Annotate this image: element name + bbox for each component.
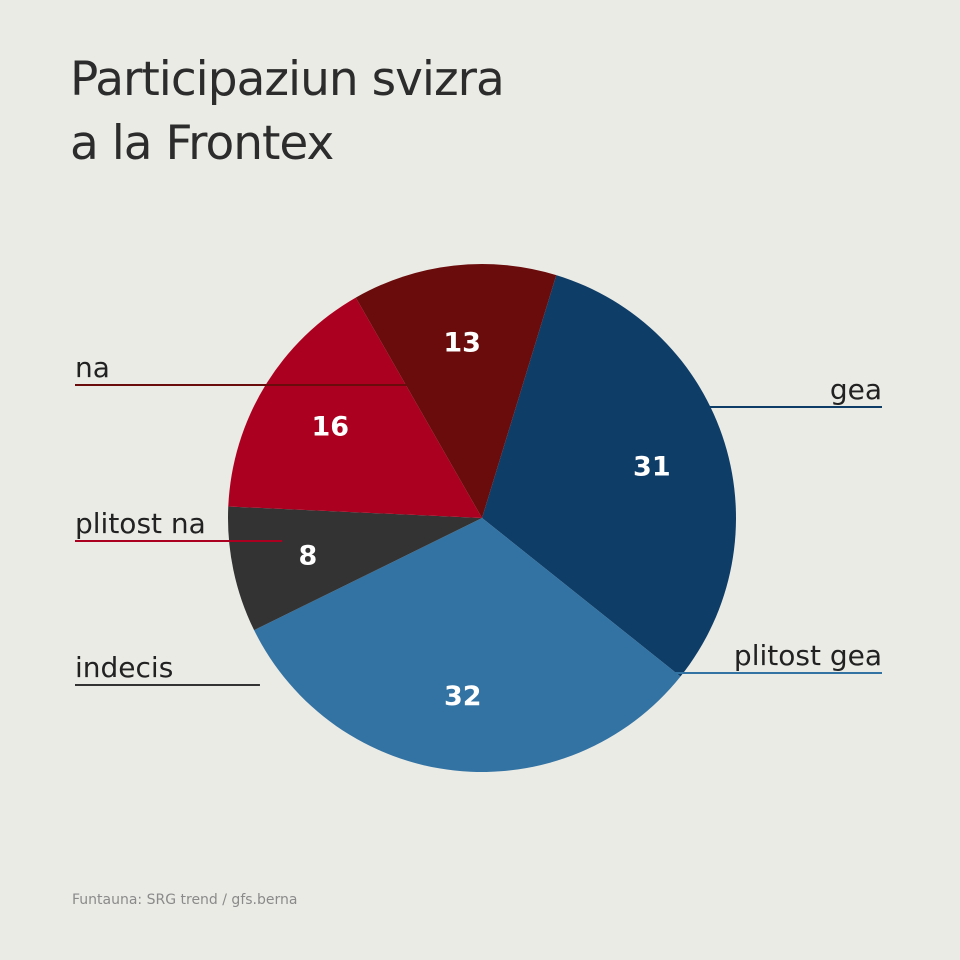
pie-slice-na bbox=[355, 264, 557, 518]
pie-slice-indecis bbox=[227, 506, 482, 631]
slice-value-label: 8 bbox=[299, 540, 318, 571]
slice-category-label: indecis bbox=[75, 651, 173, 684]
slice-category-label: gea bbox=[830, 373, 882, 406]
chart-title: Participaziun svizra a la Frontex bbox=[70, 48, 505, 176]
pie-slice-plitost-gea bbox=[254, 518, 681, 773]
slice-category-label: na bbox=[75, 351, 110, 384]
chart-title-line-1: Participaziun svizra bbox=[70, 52, 505, 107]
source-note: Funtauna: SRG trend / gfs.berna bbox=[72, 892, 298, 908]
slice-category-label: plitost na bbox=[75, 507, 206, 540]
slice-value-label: 32 bbox=[444, 681, 482, 712]
slice-category-label: plitost gea bbox=[734, 639, 882, 672]
slice-value-label: 31 bbox=[633, 451, 671, 482]
chart-title-line-2: a la Frontex bbox=[70, 116, 334, 171]
slice-value-label: 13 bbox=[443, 327, 481, 358]
pie-slice-gea bbox=[482, 275, 736, 677]
pie-slice-plitost-na bbox=[228, 297, 482, 518]
slice-value-label: 16 bbox=[311, 411, 349, 442]
